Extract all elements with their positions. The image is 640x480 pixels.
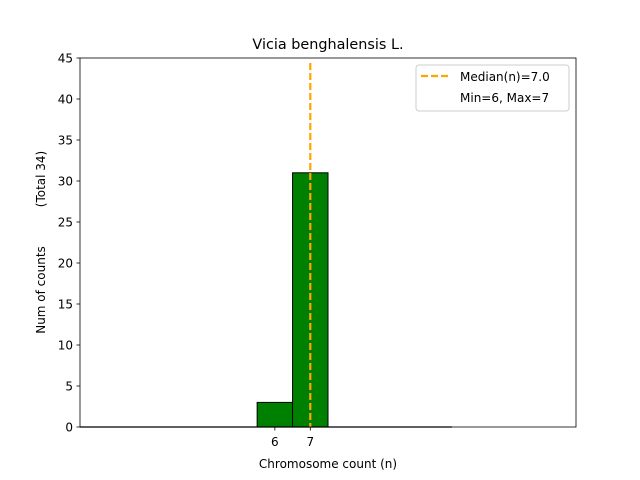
legend-box (415, 64, 570, 112)
y-tick-label: 15 (58, 298, 73, 312)
y-tick-label: 5 (65, 380, 73, 394)
y-tick-label: 25 (58, 216, 73, 230)
y-tick-label: 45 (58, 52, 73, 66)
x-axis-label: Chromosome count (n) (259, 457, 397, 471)
y-tick-label: 40 (58, 93, 73, 107)
y-tick-label: 30 (58, 175, 73, 189)
x-tick-label: 7 (306, 435, 314, 449)
legend-median-label: Median(n)=7.0 (460, 70, 550, 84)
legend: Median(n)=7.0 Min=6, Max=7 (415, 64, 570, 112)
y-axis-ticks: 0 5 10 15 20 25 30 35 40 45 (58, 52, 80, 435)
y-tick-label: 0 (65, 421, 73, 435)
y-tick-label: 35 (58, 134, 73, 148)
y-axis-label: Num of counts (34, 246, 48, 334)
chart-title: Vicia benghalensis L. (252, 37, 403, 53)
legend-range-label: Min=6, Max=7 (460, 91, 549, 105)
x-tick-label: 6 (271, 435, 279, 449)
y-tick-label: 10 (58, 339, 73, 353)
bar-group (256, 172, 329, 428)
bar-n-6 (256, 401, 294, 428)
plot-frame (79, 57, 577, 428)
y-tick-label: 20 (58, 257, 73, 271)
y-axis-total-label: (Total 34) (34, 151, 48, 207)
